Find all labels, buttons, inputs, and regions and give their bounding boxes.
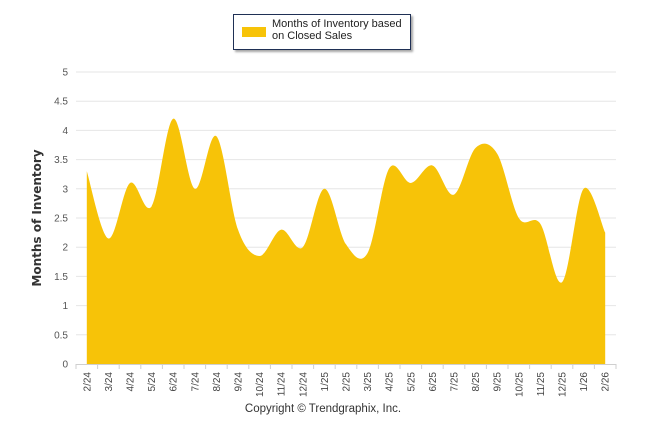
x-tick-label: 10/25 bbox=[514, 372, 525, 397]
y-tick-label: 3.5 bbox=[54, 155, 68, 166]
x-tick-label: 9/25 bbox=[493, 372, 504, 392]
x-tick-label: 5/24 bbox=[147, 372, 158, 392]
data-point-11/25 bbox=[538, 222, 542, 226]
x-tick-label: 9/24 bbox=[234, 372, 245, 392]
x-tick-label: 2/26 bbox=[601, 372, 612, 392]
y-tick-label: 2 bbox=[62, 243, 68, 254]
x-tick-label: 5/25 bbox=[406, 372, 417, 392]
data-point-1/25 bbox=[322, 187, 326, 191]
y-tick-label: 2.5 bbox=[54, 214, 68, 225]
x-tick-label: 3/24 bbox=[104, 372, 115, 392]
data-point-10/25 bbox=[517, 216, 521, 220]
data-point-9/25 bbox=[495, 152, 499, 156]
data-point-12/25 bbox=[560, 280, 564, 284]
data-point-7/25 bbox=[452, 193, 456, 197]
data-point-7/24 bbox=[193, 187, 197, 191]
x-tick-label: 4/25 bbox=[385, 372, 396, 392]
data-point-5/24 bbox=[150, 204, 154, 208]
data-point-8/25 bbox=[474, 146, 478, 150]
data-point-3/25 bbox=[366, 251, 370, 255]
x-tick-label: 2/25 bbox=[342, 372, 353, 392]
copyright: Copyright © Trendgraphix, Inc. bbox=[244, 403, 402, 415]
data-point-4/25 bbox=[387, 166, 391, 170]
x-tick-label: 7/25 bbox=[450, 372, 461, 392]
data-point-9/24 bbox=[236, 228, 240, 232]
x-tick-label: 11/24 bbox=[277, 372, 288, 397]
x-tick-label: 10/24 bbox=[255, 372, 266, 397]
y-tick-label: 0.5 bbox=[54, 330, 68, 341]
y-tick-label: 4 bbox=[62, 126, 68, 137]
legend: Months of Inventory based on Closed Sale… bbox=[233, 14, 411, 50]
data-point-11/24 bbox=[279, 228, 283, 232]
data-point-6/25 bbox=[430, 163, 434, 167]
x-tick-label: 12/24 bbox=[298, 372, 309, 397]
x-tick-label: 6/24 bbox=[169, 372, 180, 392]
data-point-5/25 bbox=[409, 181, 413, 185]
data-point-6/24 bbox=[171, 117, 175, 121]
x-tick-label: 12/25 bbox=[558, 372, 569, 397]
legend-label: Months of Inventory based on Closed Sale… bbox=[272, 18, 402, 42]
y-tick-label: 5 bbox=[62, 68, 68, 79]
x-tick-label: 3/25 bbox=[363, 372, 374, 392]
x-tick-label: 6/25 bbox=[428, 372, 439, 392]
y-tick-label: 1 bbox=[62, 301, 68, 312]
y-tick-label: 3 bbox=[62, 184, 68, 195]
data-point-1/26 bbox=[582, 187, 586, 191]
data-point-12/24 bbox=[301, 245, 305, 249]
y-tick-label: 1.5 bbox=[54, 272, 68, 283]
data-point-10/24 bbox=[258, 254, 262, 258]
x-tick-label: 2/24 bbox=[82, 372, 93, 392]
x-tick-label: 1/25 bbox=[320, 372, 331, 392]
data-point-4/24 bbox=[128, 181, 132, 185]
data-point-2/25 bbox=[344, 242, 348, 246]
series-area bbox=[86, 118, 606, 364]
x-tick-label: 1/26 bbox=[579, 372, 590, 392]
legend-swatch bbox=[242, 27, 266, 37]
y-tick-label: 0 bbox=[62, 360, 68, 371]
x-tick-label: 7/24 bbox=[190, 372, 201, 392]
y-tick-label: 4.5 bbox=[54, 97, 68, 108]
x-tick-label: 11/25 bbox=[536, 372, 547, 397]
data-point-2/24 bbox=[85, 169, 89, 173]
x-tick-label: 8/25 bbox=[471, 372, 482, 392]
data-point-2/26 bbox=[603, 231, 607, 235]
x-tick-label: 8/24 bbox=[212, 372, 223, 392]
data-point-3/24 bbox=[106, 236, 110, 240]
y-axis-title: Months of Inventory bbox=[30, 149, 44, 287]
y-axis-ticks: 0 0.5 1 1.5 2 2.5 3 3.5 4 4.5 5 bbox=[54, 68, 68, 371]
data-point-8/24 bbox=[214, 134, 218, 138]
x-axis-ticks: 2/24 3/24 4/24 5/24 6/24 7/24 8/24 9/24 10/24 11/… bbox=[75, 364, 617, 397]
x-tick-label: 4/24 bbox=[126, 372, 137, 392]
